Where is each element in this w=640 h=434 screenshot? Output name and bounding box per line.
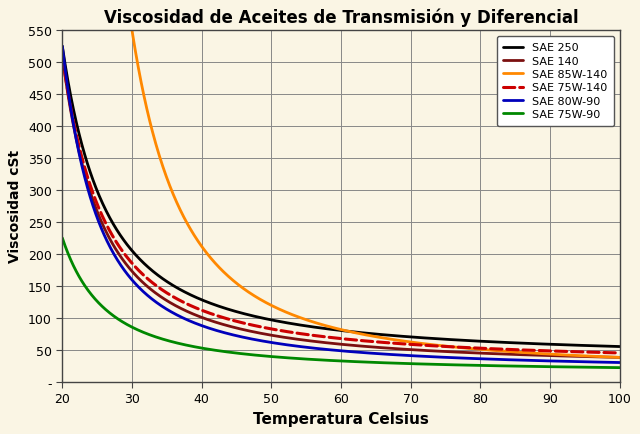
SAE 250 [58,44,66,49]
SAE 75W-140 [397,341,404,346]
Line: SAE 250: SAE 250 [62,47,620,347]
SAE 75W-140 [382,340,390,345]
SAE 250 [93,187,100,192]
SAE 75W-90 [616,365,623,370]
Line: SAE 140: SAE 140 [62,56,620,358]
SAE 250 [538,342,546,347]
X-axis label: Temperatura Celsius: Temperatura Celsius [253,411,429,426]
SAE 75W-140 [93,201,100,206]
SAE 250 [481,339,489,344]
SAE 75W-140 [616,351,623,356]
SAE 75W-90 [58,236,66,241]
SAE 140 [382,345,390,351]
SAE 85W-140 [382,336,390,341]
SAE 75W-90 [397,361,404,366]
SAE 85W-140 [413,341,421,346]
SAE 75W-140 [58,54,66,59]
SAE 75W-90 [413,362,421,367]
SAE 85W-140 [481,347,489,352]
SAE 250 [616,344,623,349]
SAE 140 [413,348,421,353]
SAE 75W-90 [538,364,546,369]
SAE 140 [481,351,489,356]
SAE 140 [58,54,66,59]
SAE 75W-140 [481,346,489,351]
SAE 75W-140 [538,348,546,353]
SAE 140 [616,355,623,360]
SAE 250 [382,332,390,338]
SAE 80W-90 [397,353,404,358]
SAE 80W-90 [538,358,546,364]
SAE 85W-140 [538,351,546,356]
Line: SAE 80W-90: SAE 80W-90 [62,47,620,363]
SAE 75W-90 [481,363,489,368]
SAE 85W-140 [397,338,404,343]
SAE 80W-90 [413,354,421,359]
SAE 75W-140 [413,342,421,348]
SAE 140 [397,347,404,352]
SAE 85W-140 [616,355,623,360]
SAE 250 [397,334,404,339]
SAE 250 [413,335,421,340]
Line: SAE 75W-90: SAE 75W-90 [62,238,620,368]
Title: Viscosidad de Aceites de Transmisión y Diferencial: Viscosidad de Aceites de Transmisión y D… [104,8,579,27]
SAE 140 [93,207,100,213]
SAE 80W-90 [616,360,623,365]
SAE 80W-90 [58,44,66,49]
SAE 75W-90 [93,298,100,303]
SAE 75W-90 [382,360,390,365]
Y-axis label: Viscosidad cSt: Viscosidad cSt [8,150,22,263]
SAE 80W-90 [382,352,390,357]
Legend: SAE 250, SAE 140, SAE 85W-140, SAE 75W-140, SAE 80W-90, SAE 75W-90: SAE 250, SAE 140, SAE 85W-140, SAE 75W-1… [497,36,614,126]
Line: SAE 75W-140: SAE 75W-140 [62,56,620,353]
Line: SAE 85W-140: SAE 85W-140 [62,0,620,358]
SAE 140 [538,353,546,358]
SAE 80W-90 [93,214,100,219]
SAE 80W-90 [481,356,489,362]
